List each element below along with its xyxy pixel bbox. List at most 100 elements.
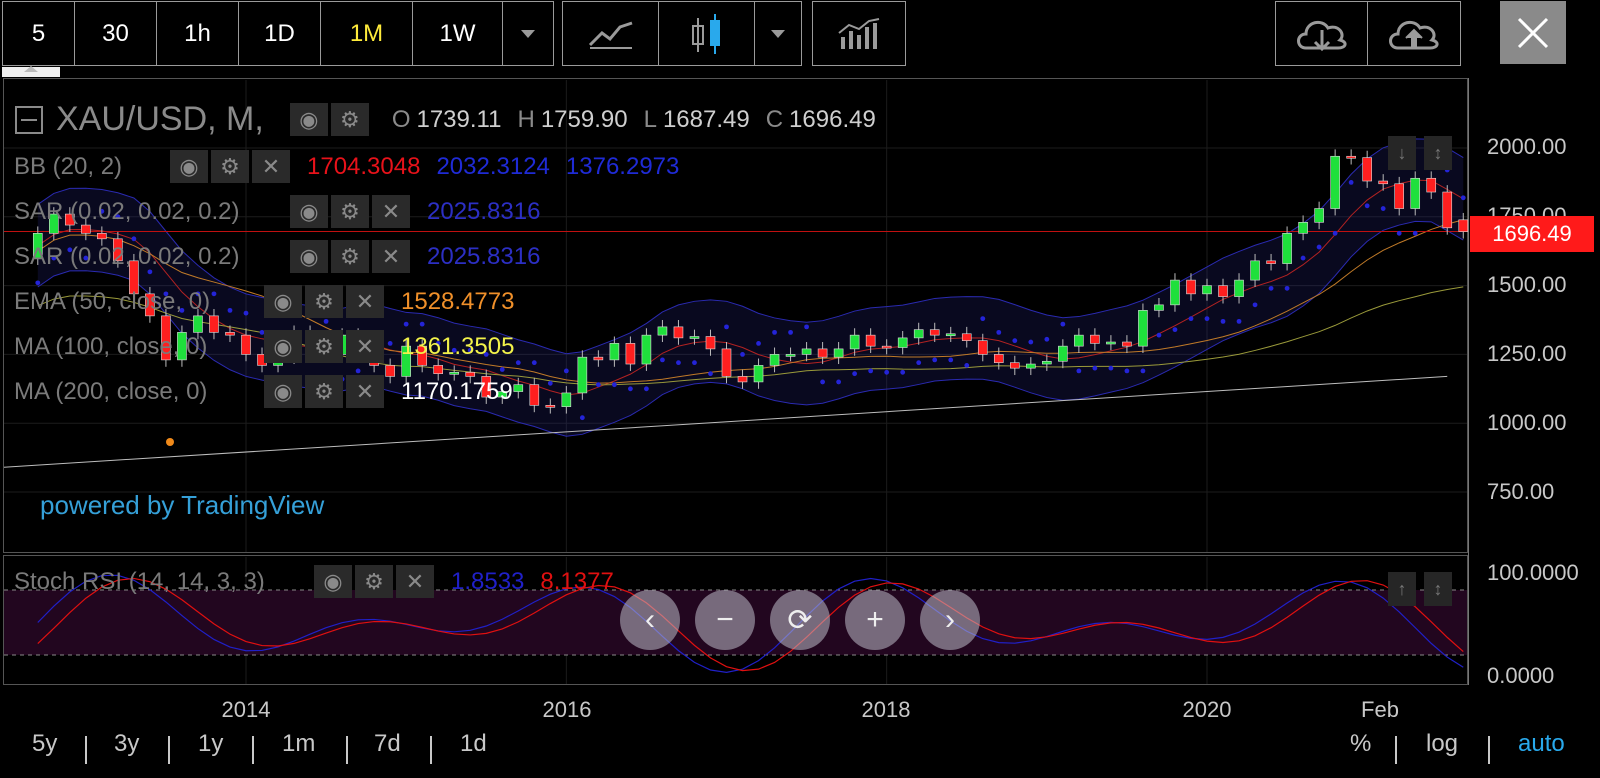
indicator-name: Stoch RSI (14, 14, 3, 3) xyxy=(14,567,265,595)
divider xyxy=(1488,736,1490,764)
chart-type-dropdown-button[interactable] xyxy=(755,2,801,65)
candle-body xyxy=(641,334,652,365)
candle-body xyxy=(225,332,235,336)
gear-icon[interactable]: ⚙ xyxy=(305,330,343,363)
candle-body xyxy=(993,354,1004,363)
maximize-pane-icon[interactable]: ↕ xyxy=(1424,136,1452,170)
sar-dot xyxy=(1060,321,1066,327)
close-icon[interactable]: ✕ xyxy=(372,240,410,273)
eye-icon[interactable]: ◉ xyxy=(290,195,328,228)
sar-dot xyxy=(211,291,217,297)
eye-icon[interactable]: ◉ xyxy=(264,375,302,408)
sar-dot xyxy=(259,329,265,335)
interval-30[interactable]: 30 xyxy=(75,2,157,65)
sar-dot xyxy=(1380,206,1386,211)
range-5y[interactable]: 5y xyxy=(32,730,58,757)
interval-1w[interactable]: 1W xyxy=(413,2,503,65)
scale-percent[interactable]: % xyxy=(1350,730,1372,757)
interval-1d[interactable]: 1D xyxy=(239,2,321,65)
candle-body xyxy=(1426,177,1437,193)
price-axis-label: 1250.00 xyxy=(1487,341,1567,366)
gear-icon[interactable]: ⚙ xyxy=(211,150,249,183)
ohlc-close-key: C xyxy=(765,105,784,133)
candle-body xyxy=(1218,285,1228,297)
scroll-right-button[interactable]: › xyxy=(920,590,980,650)
range-3y[interactable]: 3y xyxy=(114,730,140,757)
candle-body xyxy=(161,315,171,361)
candle-body xyxy=(689,336,700,339)
indicators-button[interactable] xyxy=(813,2,905,65)
save-chart-button[interactable] xyxy=(1368,2,1460,65)
eye-icon[interactable]: ◉ xyxy=(170,150,208,183)
toolbar-scroll-indicator[interactable] xyxy=(2,66,60,77)
sar-dot xyxy=(1140,368,1146,374)
candle-body xyxy=(177,332,187,361)
legend-ema-50: EMA (50, close, 0) ◉ ⚙ ✕ 1528.4773 xyxy=(14,285,530,318)
sar-dot xyxy=(1332,230,1338,236)
candle-body xyxy=(1266,260,1276,264)
reset-view-button[interactable]: ⟳ xyxy=(770,590,830,650)
eye-icon[interactable]: ◉ xyxy=(289,103,328,136)
zoom-in-button[interactable]: + xyxy=(845,590,905,650)
zoom-out-button[interactable]: − xyxy=(695,590,755,650)
range-7d[interactable]: 7d xyxy=(374,730,401,757)
scale-auto[interactable]: auto xyxy=(1518,730,1565,757)
range-1d[interactable]: 1d xyxy=(460,730,487,757)
collapse-legend-icon[interactable] xyxy=(14,105,44,135)
load-chart-button[interactable] xyxy=(1276,2,1368,65)
interval-1h[interactable]: 1h xyxy=(157,2,239,65)
eye-icon[interactable]: ◉ xyxy=(314,565,352,598)
gear-icon[interactable]: ⚙ xyxy=(331,240,369,273)
sar-dot xyxy=(579,415,585,421)
branding-link[interactable]: powered by TradingView xyxy=(40,490,325,520)
close-icon[interactable]: ✕ xyxy=(346,285,384,318)
sar-dot xyxy=(884,369,890,375)
candle-body xyxy=(929,329,940,336)
indicator-value: 1361.3505 xyxy=(401,332,515,360)
indicator-value: 1528.4773 xyxy=(401,287,515,315)
scale-log[interactable]: log xyxy=(1426,730,1459,757)
scroll-left-button[interactable]: ‹ xyxy=(620,590,680,650)
move-pane-up-icon[interactable]: ↑ xyxy=(1388,572,1416,606)
move-pane-down-icon[interactable]: ↓ xyxy=(1388,136,1416,170)
eye-icon[interactable]: ◉ xyxy=(264,330,302,363)
candle-body xyxy=(865,334,876,347)
candle-body xyxy=(129,260,139,295)
sar-dot xyxy=(1220,318,1226,324)
candle-body xyxy=(849,334,860,350)
close-icon[interactable]: ✕ xyxy=(396,565,434,598)
indicator-value: 1.8533 xyxy=(451,567,525,595)
interval-1m[interactable]: 1M xyxy=(321,2,413,65)
interval-5[interactable]: 5 xyxy=(3,2,75,65)
zoom-out-icon: − xyxy=(716,603,734,636)
divider xyxy=(252,736,254,764)
gear-icon[interactable]: ⚙ xyxy=(355,565,393,598)
range-bar: 5y 3y 1y 1m 7d 1d % log auto xyxy=(0,730,1600,770)
interval-dropdown-button[interactable] xyxy=(503,2,553,65)
gear-icon[interactable]: ⚙ xyxy=(305,375,343,408)
sar-dot xyxy=(1268,285,1274,291)
sar-dot xyxy=(611,382,617,388)
close-icon[interactable]: ✕ xyxy=(372,195,410,228)
eye-icon[interactable]: ◉ xyxy=(264,285,302,318)
close-icon[interactable]: ✕ xyxy=(346,375,384,408)
gear-icon[interactable]: ⚙ xyxy=(305,285,343,318)
close-icon[interactable]: ✕ xyxy=(252,150,290,183)
sar-dot xyxy=(772,329,777,335)
line-chart-button[interactable] xyxy=(563,2,659,65)
gear-icon[interactable]: ⚙ xyxy=(330,103,369,136)
sar-dot xyxy=(804,324,809,330)
eye-icon[interactable]: ◉ xyxy=(290,240,328,273)
candle-body xyxy=(1122,341,1132,347)
range-1y[interactable]: 1y xyxy=(198,730,224,757)
close-button[interactable] xyxy=(1500,1,1566,64)
close-icon[interactable]: ✕ xyxy=(346,330,384,363)
divider xyxy=(168,736,170,764)
candle-body xyxy=(561,392,572,407)
gear-icon[interactable]: ⚙ xyxy=(331,195,369,228)
candle-body xyxy=(1074,334,1084,347)
candles-button[interactable] xyxy=(659,2,755,65)
sar-dot xyxy=(595,382,601,388)
maximize-pane-icon[interactable]: ↕ xyxy=(1424,572,1452,606)
range-1m[interactable]: 1m xyxy=(282,730,316,757)
